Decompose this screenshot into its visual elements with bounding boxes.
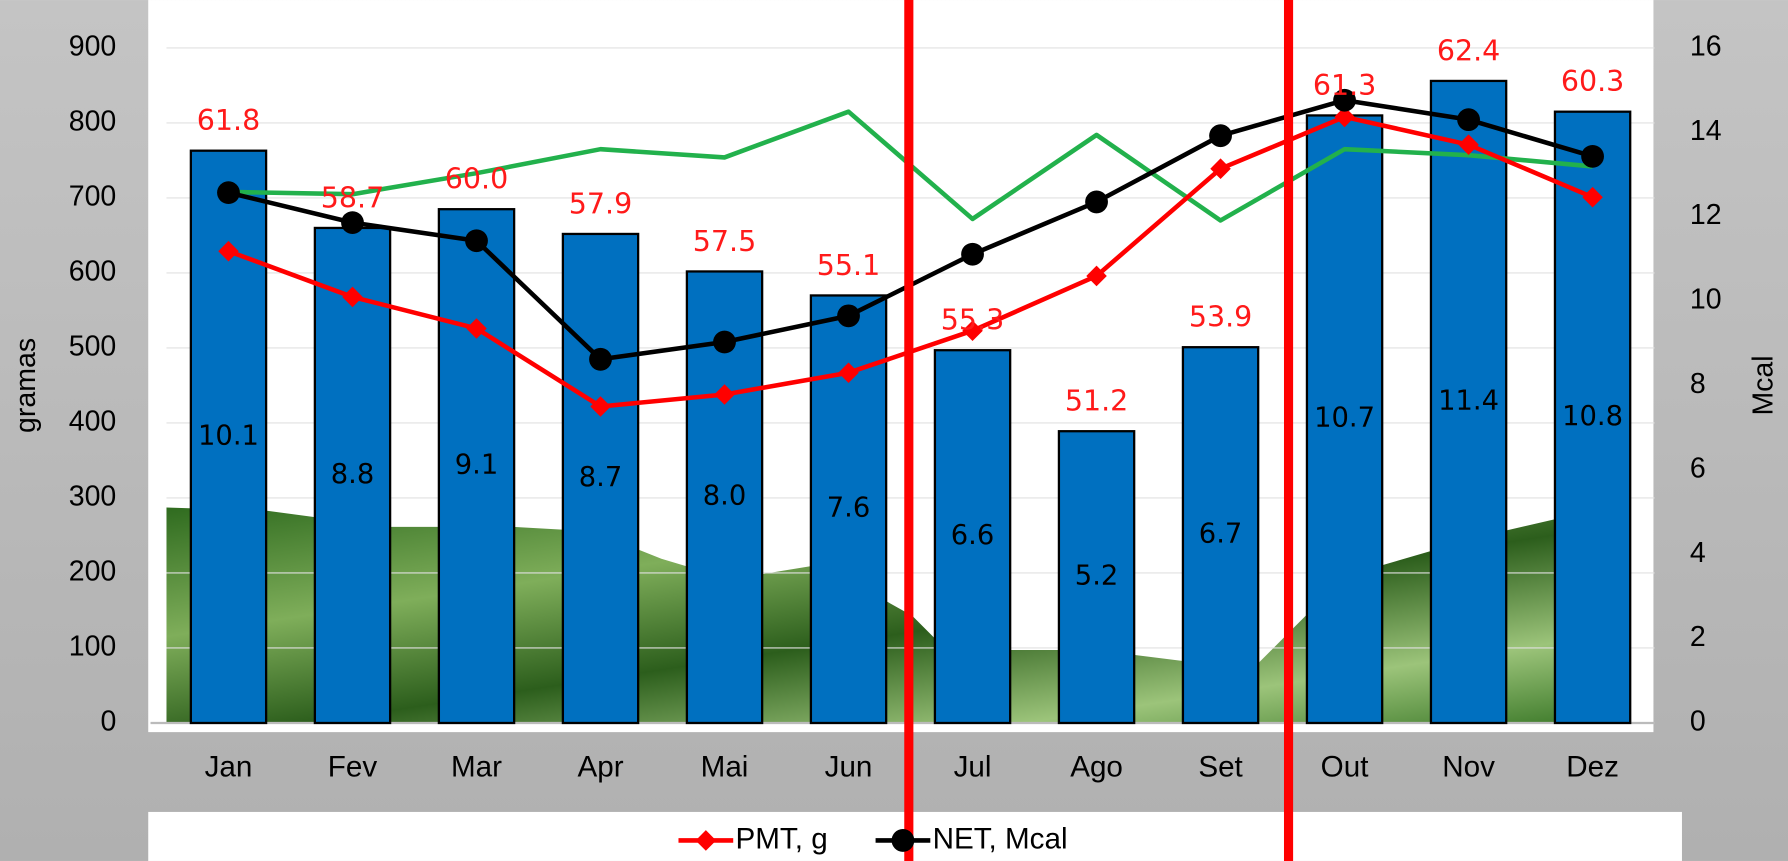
y-tick-label: 200	[69, 556, 117, 588]
x-tick-label: Apr	[577, 750, 623, 783]
bar-inner-label: 9.1	[455, 450, 499, 481]
y2-tick-label: 10	[1690, 284, 1722, 316]
bar-top-label: 53.9	[1189, 301, 1252, 334]
marker	[1333, 88, 1356, 112]
y-tick-label: 100	[69, 631, 117, 663]
bar	[933, 349, 1012, 725]
y2-axis-label: Mcal	[1748, 355, 1780, 415]
marker	[1457, 108, 1480, 132]
legend-label: PMT, g	[735, 822, 827, 855]
x-tick-label: Nov	[1442, 750, 1495, 783]
y2-tick-label: 4	[1690, 537, 1706, 569]
bar-inner-label: 6.6	[951, 520, 995, 551]
x-tick-label: Jun	[825, 750, 873, 783]
y2-tick-label: 8	[1690, 368, 1706, 400]
x-tick-label: Ago	[1070, 750, 1123, 783]
marker	[961, 242, 984, 266]
y2-tick-label: 2	[1690, 621, 1706, 653]
x-tick-label: Mai	[701, 750, 749, 783]
x-tick-label: Mar	[451, 750, 502, 783]
bar-top-label: 58.7	[321, 181, 384, 214]
legend-label: NET, Mcal	[933, 822, 1068, 855]
bar-top-label: 60.0	[445, 163, 508, 196]
bar	[1553, 110, 1632, 725]
y-tick-label: 300	[69, 480, 117, 512]
bar-top-label: 57.9	[569, 187, 632, 220]
marker	[1085, 190, 1108, 214]
bar-inner-label: 10.1	[198, 420, 259, 451]
marker	[713, 330, 736, 354]
marker	[465, 229, 488, 253]
bar-inner-label: 8.8	[331, 459, 375, 490]
y2-tick-label: 0	[1690, 706, 1706, 738]
marker	[1458, 134, 1479, 155]
x-tick-label: Jul	[954, 750, 992, 783]
y-tick-label: 400	[69, 405, 117, 437]
bar	[437, 208, 516, 725]
bar-inner-label: 8.7	[579, 462, 623, 493]
marker	[1209, 124, 1232, 148]
bar-top-label: 61.3	[1313, 69, 1376, 102]
x-tick-label: Out	[1321, 750, 1370, 783]
y-tick-label: 600	[69, 255, 117, 287]
y-axis-label: gramas	[10, 338, 42, 433]
bar	[1305, 114, 1384, 725]
bar	[1429, 79, 1508, 725]
bar	[1057, 430, 1136, 725]
x-tick-label: Dez	[1566, 750, 1619, 783]
bar-top-label: 62.4	[1437, 34, 1500, 67]
y-tick-label: 0	[100, 706, 116, 738]
x-tick-label: Fev	[328, 750, 378, 783]
y2-tick-label: 14	[1690, 115, 1722, 147]
bar-inner-label: 7.6	[827, 493, 871, 524]
bar-inner-label: 5.2	[1075, 561, 1119, 592]
marker	[466, 318, 487, 339]
x-tick-label: Set	[1198, 750, 1243, 783]
marker	[837, 304, 860, 328]
bar-top-label: 57.5	[693, 225, 756, 258]
bar-top-label: 55.1	[817, 249, 880, 282]
y-tick-label: 800	[69, 105, 117, 137]
marker	[217, 181, 240, 205]
bar-top-label: 55.3	[941, 304, 1004, 337]
marks	[189, 79, 1632, 725]
bar-inner-label: 10.7	[1314, 403, 1375, 434]
bar	[313, 226, 392, 725]
legend-marker	[891, 829, 915, 852]
marker	[838, 362, 859, 383]
bar-inner-label: 6.7	[1199, 519, 1243, 550]
y2-tick-label: 6	[1690, 452, 1706, 484]
marker	[342, 286, 363, 308]
marker	[962, 320, 983, 341]
y-tick-label: 500	[69, 330, 117, 362]
marker	[218, 240, 239, 262]
y2-tick-label: 12	[1690, 199, 1722, 231]
marker	[714, 384, 735, 405]
bar-top-label: 51.2	[1065, 385, 1128, 418]
bar-inner-label: 8.0	[703, 481, 747, 512]
bar-top-label: 60.3	[1561, 65, 1624, 98]
bar	[1181, 346, 1260, 725]
y2-tick-label: 16	[1690, 30, 1722, 62]
marker	[1581, 144, 1604, 168]
marker	[1086, 265, 1107, 287]
bar-inner-label: 10.8	[1562, 401, 1623, 432]
bar-top-label: 61.8	[197, 104, 260, 137]
x-tick-label: Jan	[205, 750, 253, 783]
bar	[561, 232, 640, 725]
marker	[589, 347, 612, 371]
y-tick-label: 900	[69, 30, 117, 62]
legend-marker	[695, 830, 717, 851]
legend-box	[148, 811, 1682, 861]
bar-inner-label: 11.4	[1438, 385, 1499, 416]
y-tick-label: 700	[69, 180, 117, 212]
marker	[341, 211, 364, 235]
marker	[1582, 186, 1603, 208]
